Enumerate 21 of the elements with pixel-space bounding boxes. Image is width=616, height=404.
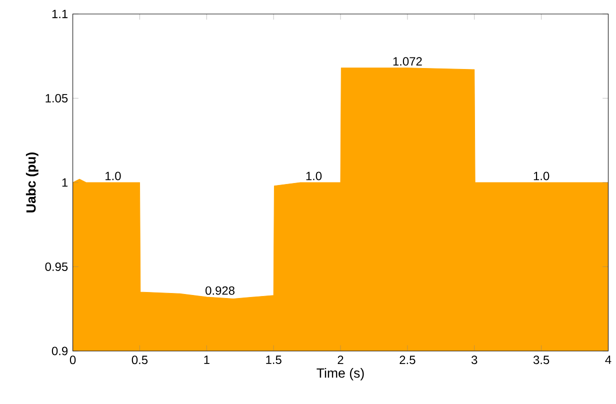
y-tick-label: 0.9 (52, 346, 68, 356)
annotation: 0.928 (206, 286, 234, 295)
annotation: 1.072 (393, 57, 422, 66)
y-axis-title: Uabc (pu) (26, 152, 38, 212)
x-tick-label: 0 (70, 356, 76, 364)
x-tick-label: 2.5 (400, 356, 416, 364)
x-axis-title: Time (s) (316, 368, 364, 380)
y-tick-label: 0.95 (45, 262, 68, 272)
annotation: 1.0 (106, 172, 121, 180)
y-tick-label: 1.1 (52, 10, 68, 18)
x-tick-label: 2 (338, 356, 344, 364)
y-tick-label: 1 (62, 178, 68, 187)
x-tick-label: 1.5 (266, 356, 282, 364)
annotation: 1.0 (534, 172, 550, 180)
x-tick-label: 1 (204, 356, 210, 364)
x-tick-label: 4 (605, 356, 612, 364)
annotation: 1.0 (306, 172, 322, 180)
x-tick-label: 0.5 (132, 356, 148, 364)
x-tick-label: 3 (472, 356, 478, 364)
y-tick-label: 1.05 (46, 94, 68, 103)
x-tick-label: 3.5 (533, 356, 550, 364)
